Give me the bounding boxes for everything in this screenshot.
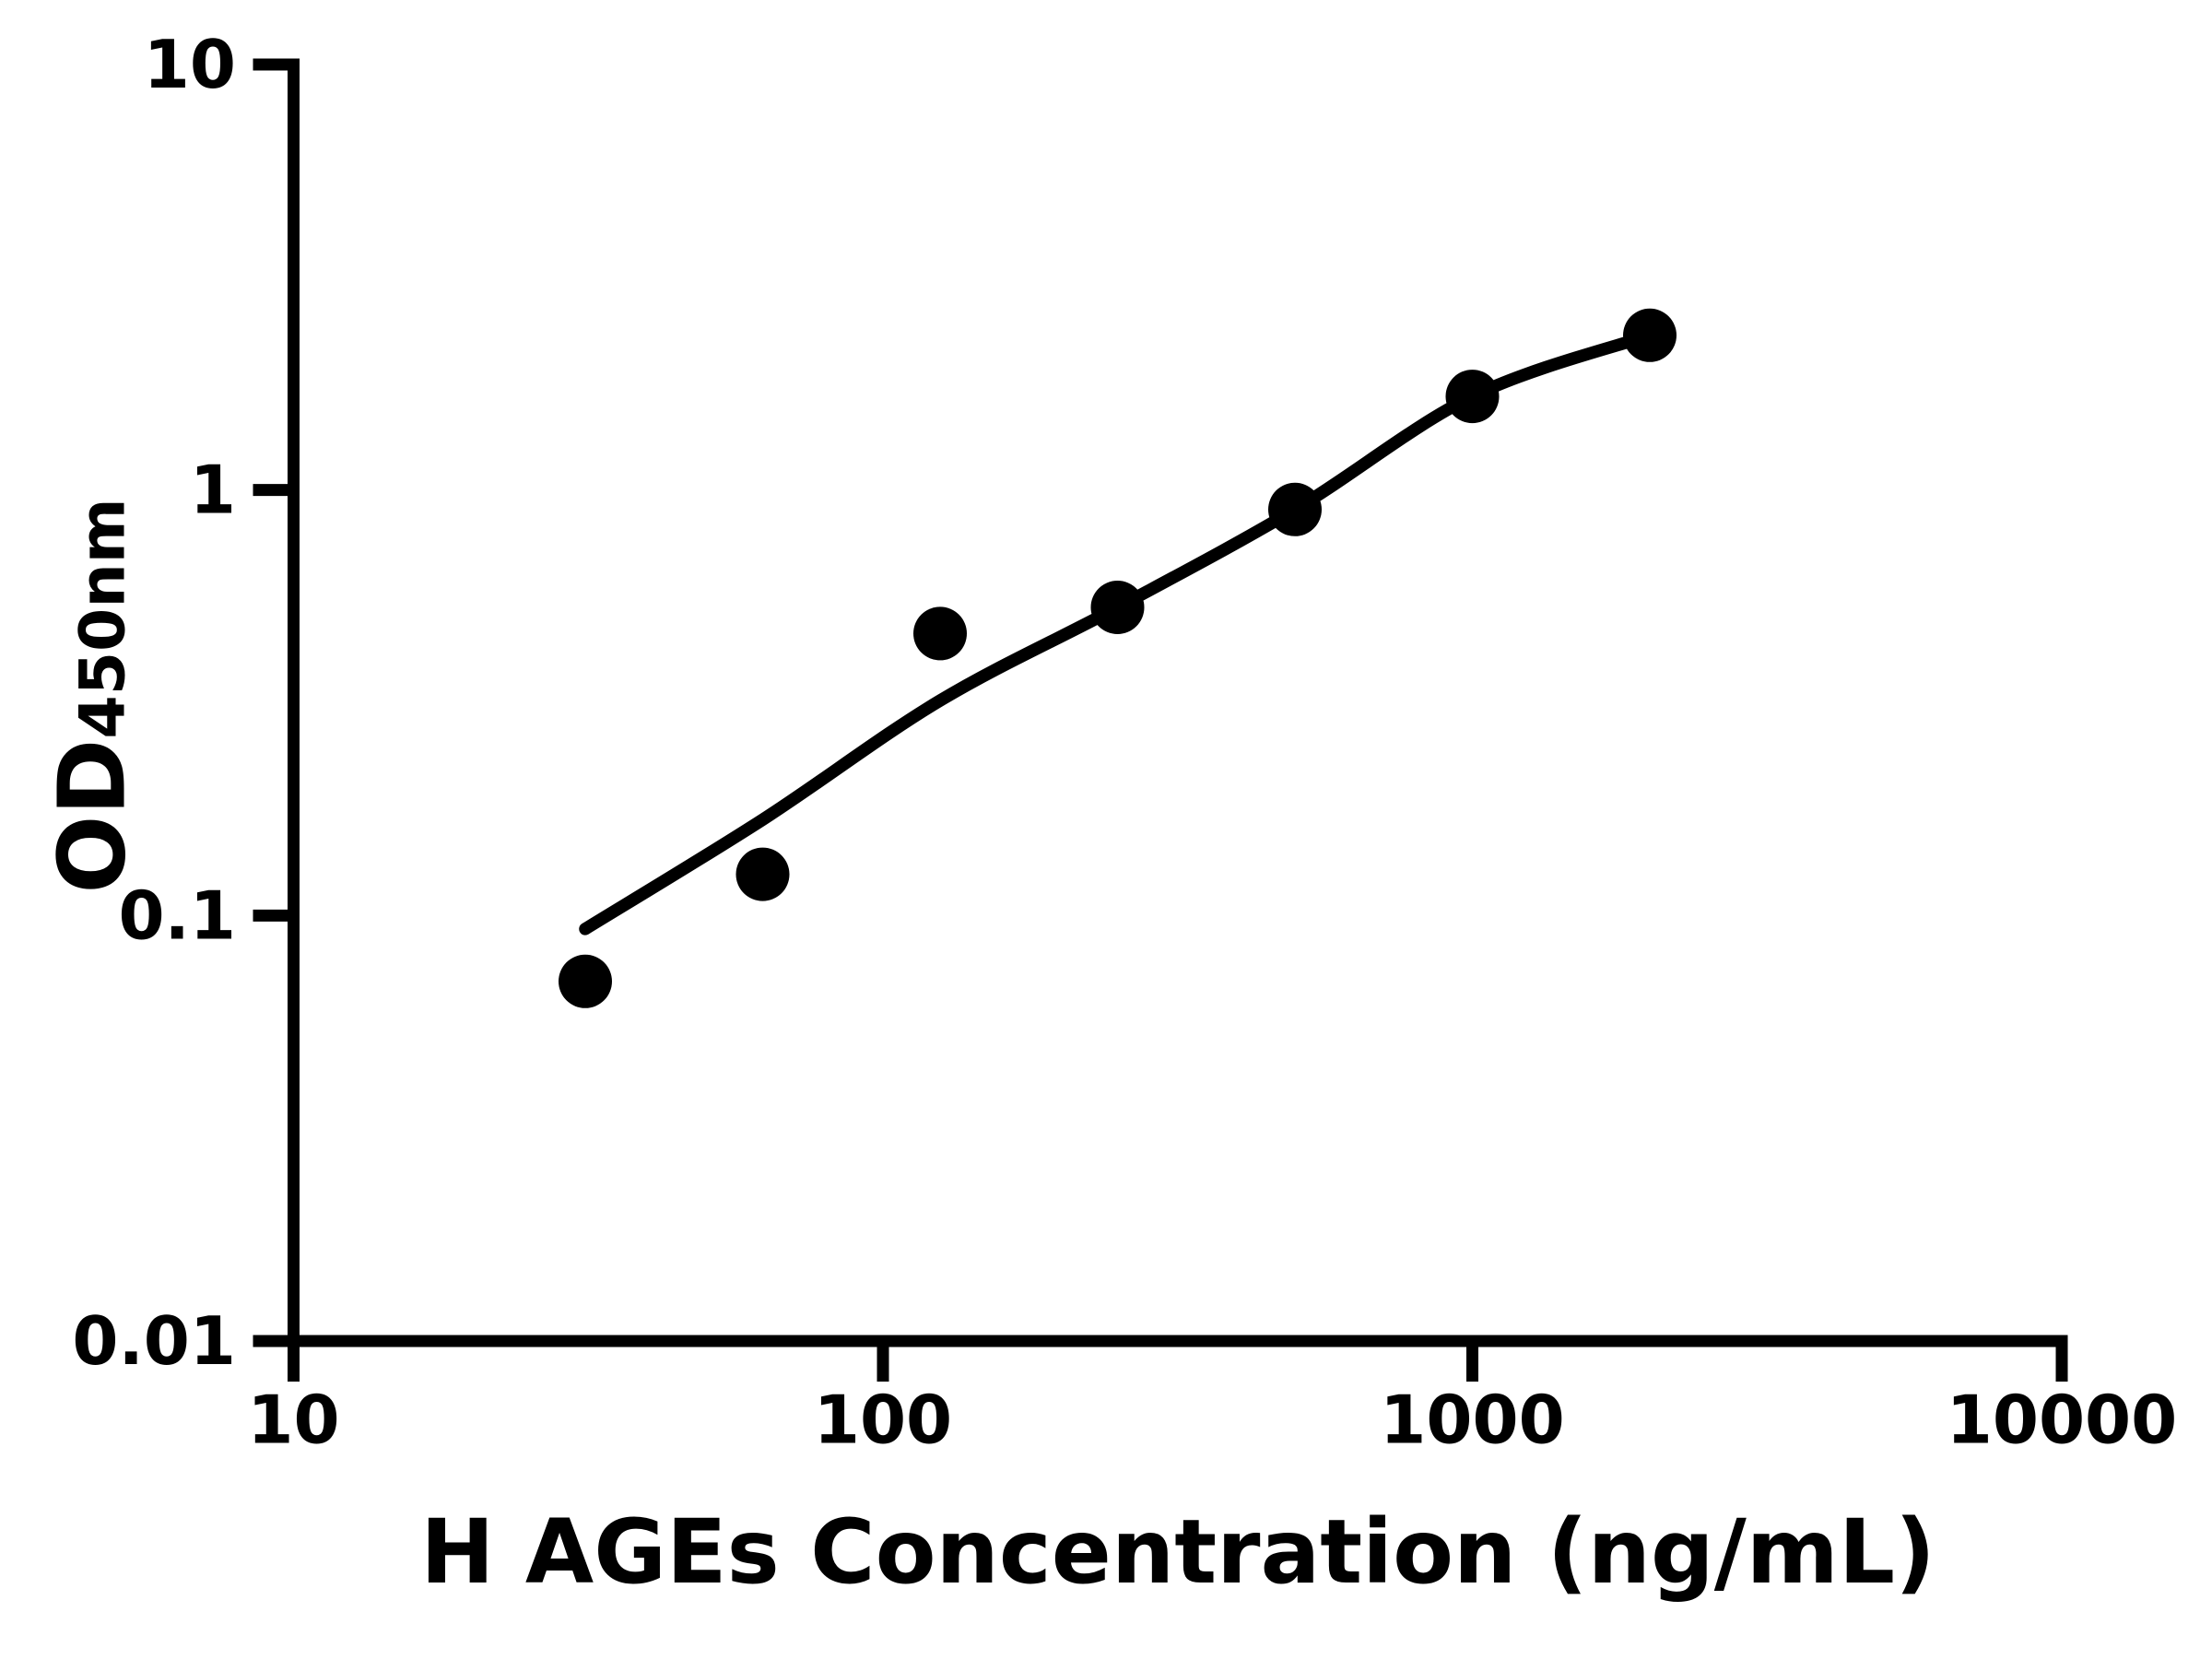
data-point-marker	[1623, 308, 1677, 362]
y-axis-ticks	[253, 58, 294, 1347]
axis-spines	[288, 58, 2068, 1347]
x-axis-ticks	[288, 1341, 2068, 1382]
y-axis-title: OD450nm	[39, 498, 147, 893]
data-point-marker	[1445, 370, 1500, 424]
data-points	[559, 308, 1677, 1008]
y-tick-label: 0.1	[118, 877, 236, 954]
x-tick-label: 100	[814, 1382, 952, 1459]
x-axis-title-text: H AGEs Concentration (ng/mL)	[420, 1500, 1936, 1604]
y-tick-label: 10	[144, 26, 236, 103]
x-tick-label: 10	[247, 1382, 339, 1459]
y-tick-label: 0.01	[72, 1302, 236, 1380]
y-tick-label: 1	[190, 452, 236, 529]
x-tick-label: 1000	[1380, 1382, 1564, 1459]
y-axis-tick-labels: 10 1 0.1 0.01	[72, 26, 236, 1380]
x-axis-title: H AGEs Concentration (ng/mL)	[420, 1500, 1936, 1604]
data-point-marker	[735, 847, 790, 901]
y-axis-title-main: OD	[38, 738, 147, 894]
data-point-marker	[559, 954, 612, 1008]
y-axis-title-subscript: 450nm	[66, 498, 140, 739]
data-point-marker	[913, 606, 967, 661]
x-tick-label: 10000	[1947, 1382, 2178, 1459]
data-point-marker	[1090, 581, 1145, 634]
data-point-marker	[1268, 482, 1322, 536]
x-axis-tick-labels: 10 100 1000 10000	[247, 1382, 2177, 1459]
